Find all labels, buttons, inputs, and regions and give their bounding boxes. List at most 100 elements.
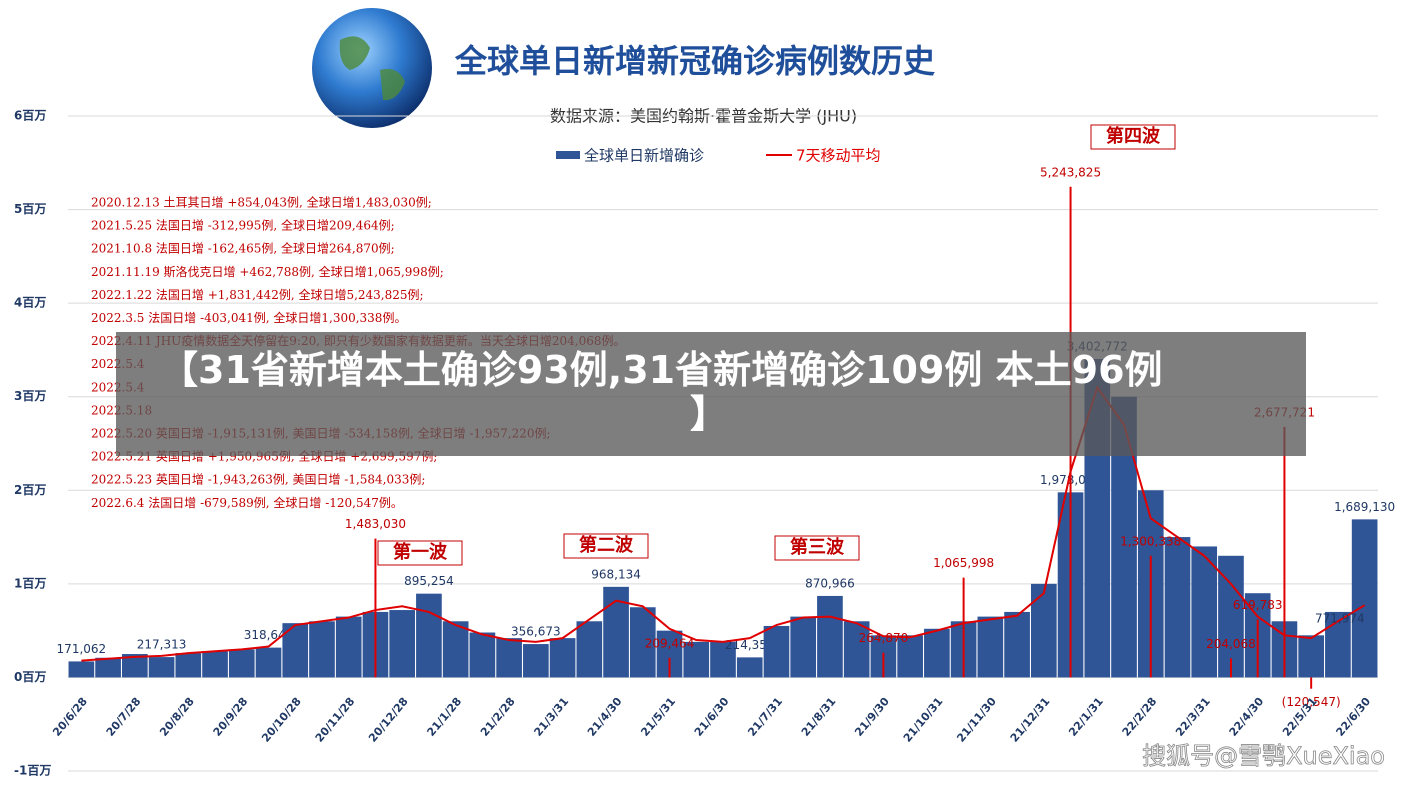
x-tick-label: 20/12/28 <box>366 695 411 745</box>
spike-label: 5,243,825 <box>1040 165 1101 179</box>
bar <box>255 647 282 678</box>
wave-box <box>1090 124 1176 150</box>
note: 2021.5.25 法国日增 -312,995例, 全球日增209,464例; <box>91 218 395 233</box>
data-label: 318,647 <box>244 628 294 642</box>
y-tick-label: 3百万 <box>14 389 46 403</box>
y-tick-label: 0百万 <box>14 670 46 684</box>
x-tick-label: 20/8/28 <box>157 695 197 739</box>
bar <box>416 593 442 678</box>
bar <box>496 638 522 678</box>
bar <box>228 649 255 678</box>
wave-label: 第一波 <box>393 541 448 563</box>
bar <box>389 610 416 678</box>
bar <box>843 621 870 678</box>
x-tick-label: 21/6/30 <box>692 695 732 739</box>
spike-label: 264,870 <box>859 631 909 645</box>
data-label: 771,974 <box>1315 612 1365 626</box>
y-tick-label: -1百万 <box>14 764 51 778</box>
bar <box>202 651 228 678</box>
bar <box>710 641 736 678</box>
wave-box <box>774 535 860 561</box>
note: 2021.10.8 法国日增 -162,465例, 全球日增264,870例; <box>91 241 395 256</box>
data-label: 968,134 <box>591 567 641 581</box>
x-tick-label: 20/6/28 <box>50 695 90 739</box>
watermark: 搜狐号@雪鹗XueXiao <box>1142 742 1385 770</box>
bar <box>817 595 843 678</box>
bar <box>122 654 148 678</box>
x-tick-label: 20/7/28 <box>104 695 144 739</box>
bar <box>1351 519 1378 678</box>
data-label: 895,254 <box>404 574 454 588</box>
data-label: 1,689,130 <box>1334 500 1395 514</box>
x-tick-label: 20/10/28 <box>259 695 304 745</box>
data-label: 214,354 <box>725 638 775 652</box>
bar <box>924 628 950 678</box>
bar <box>523 644 549 678</box>
y-tick-label: 1百万 <box>14 576 46 590</box>
bar <box>790 616 817 678</box>
bar <box>549 638 576 678</box>
wave-box <box>563 533 649 559</box>
bar <box>335 616 362 678</box>
x-tick-label: 21/8/31 <box>799 695 839 739</box>
bar <box>977 616 1004 678</box>
x-tick-label: 21/2/28 <box>478 695 518 739</box>
globe-land <box>339 36 405 101</box>
bar <box>576 621 603 678</box>
bar <box>148 657 175 678</box>
bar <box>309 621 335 678</box>
legend-label: 7天移动平均 <box>796 147 881 165</box>
bar <box>95 657 121 678</box>
x-tick-label: 21/4/30 <box>585 695 625 739</box>
bar <box>1191 546 1218 678</box>
legend-swatch <box>556 151 580 159</box>
bar <box>1030 583 1057 678</box>
y-tick-label: 4百万 <box>14 296 46 310</box>
spike-label: 619,783 <box>1233 598 1283 612</box>
bar <box>897 635 923 678</box>
note: 2020.12.13 土耳其日增 +854,043例, 全球日增1,483,03… <box>91 195 432 210</box>
chart-title: 全球单日新增新冠确诊病例数历史 <box>454 42 935 80</box>
wave-label: 第四波 <box>1106 125 1161 147</box>
bar <box>1298 635 1324 678</box>
note: 2022.1.22 法国日增 +1,831,442例, 全球日增5,243,82… <box>91 287 424 302</box>
x-tick-label: 21/12/31 <box>1008 695 1053 745</box>
bar <box>1164 537 1191 678</box>
x-tick-label: 21/10/31 <box>901 695 946 745</box>
y-tick-label: 2百万 <box>14 483 46 497</box>
x-tick-label: 21/3/31 <box>531 695 571 739</box>
x-tick-label: 21/7/31 <box>745 695 785 739</box>
bar <box>683 641 710 678</box>
x-tick-label: 21/1/28 <box>425 695 465 739</box>
x-tick-label: 20/9/28 <box>211 695 251 739</box>
bar <box>175 653 202 678</box>
data-label: 356,673 <box>511 625 561 639</box>
spike-label: 1,300,338 <box>1120 534 1181 548</box>
spike-label: 204,068 <box>1206 637 1256 651</box>
wave-box <box>377 540 463 566</box>
spike-label: (120,547) <box>1282 695 1341 709</box>
wave-label: 第二波 <box>579 534 634 556</box>
overlay-banner <box>116 332 1306 456</box>
wave-label: 第三波 <box>790 536 845 558</box>
spike-label: 1,483,030 <box>345 517 406 531</box>
note: 2022.3.5 法国日增 -403,041例, 全球日增1,300,338例。 <box>91 310 406 325</box>
note: 2021.11.19 斯洛伐克日增 +462,788例, 全球日增1,065,9… <box>91 264 444 279</box>
bar <box>1004 611 1030 678</box>
x-tick-label: 22/2/28 <box>1120 695 1160 739</box>
x-tick-label: 20/11/28 <box>313 695 358 745</box>
bar <box>1325 611 1351 678</box>
note: 2022.5.23 英国日增 -1,943,263例, 美国日增 -1,584,… <box>91 473 425 487</box>
moving-average-line <box>81 385 1366 662</box>
x-tick-label: 21/11/30 <box>954 695 999 745</box>
globe-icon <box>312 8 432 128</box>
bar <box>763 625 790 678</box>
x-tick-label: 21/9/30 <box>852 695 892 739</box>
bar <box>68 661 95 678</box>
y-tick-label: 5百万 <box>14 202 46 216</box>
y-tick-label: 6百万 <box>14 109 46 123</box>
x-tick-label: 22/4/30 <box>1227 695 1267 739</box>
note: 2022.6.4 法国日增 -679,589例, 全球日增 -120,547例。 <box>91 495 403 510</box>
data-label: 217,313 <box>137 638 187 652</box>
